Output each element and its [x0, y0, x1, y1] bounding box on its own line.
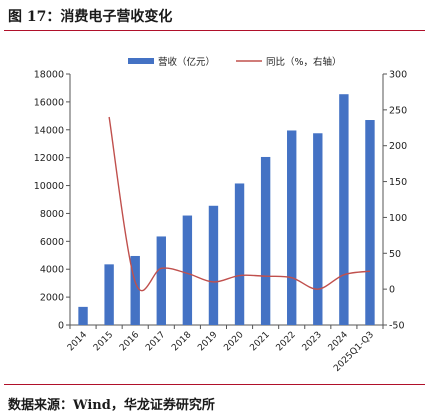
- revenue-bar: [104, 264, 114, 325]
- legend-label-revenue: 营收（亿元）: [158, 56, 215, 68]
- x-tick-label: 2023: [301, 330, 324, 353]
- y-right-tick-label: -50: [389, 321, 405, 332]
- x-tick-label: 2022: [275, 330, 298, 353]
- y-right-tick-label: 150: [389, 177, 407, 188]
- x-tick-label: 2017: [144, 330, 167, 353]
- top-rule: [4, 30, 425, 31]
- revenue-bar: [234, 183, 245, 325]
- x-tick-label: 2015: [92, 330, 115, 353]
- chart-legend: 营收（亿元） 同比（%，右轴）: [128, 56, 342, 68]
- y-right-tick-label: 250: [389, 105, 407, 116]
- yoy-line: [108, 116, 371, 292]
- x-tick-label: 2020: [222, 330, 245, 353]
- y-left-tick-label: 14000: [34, 125, 64, 136]
- x-tick-label: 2016: [118, 330, 141, 353]
- y-right-tick-label: 0: [389, 285, 395, 296]
- legend-swatch-revenue: [128, 58, 154, 64]
- revenue-bar: [182, 215, 193, 325]
- source-note: 数据来源：Wind，华龙证券研究所: [8, 398, 215, 413]
- chart-axes: 0200040006000800010000120001400016000180…: [34, 70, 407, 374]
- x-tick-label: 2018: [170, 330, 193, 353]
- legend-label-yoy: 同比（%，右轴）: [266, 56, 342, 68]
- revenue-bar: [260, 156, 271, 325]
- y-right-tick-label: 100: [389, 213, 407, 224]
- y-left-tick-label: 18000: [34, 70, 64, 81]
- figure-title: 图 17：消费电子营收变化: [8, 9, 173, 25]
- revenue-bars: [78, 94, 375, 326]
- yoy-line-series: [108, 116, 371, 292]
- y-left-tick-label: 4000: [40, 265, 64, 276]
- y-left-tick-label: 12000: [34, 153, 64, 164]
- x-tick-label: 2014: [66, 330, 89, 353]
- y-left-tick-label: 6000: [40, 237, 64, 248]
- y-right-tick-label: 200: [389, 141, 407, 152]
- x-tick-label: 2024: [327, 330, 350, 353]
- y-left-tick-label: 0: [58, 321, 64, 332]
- x-tick-label: 2021: [248, 330, 271, 353]
- revenue-bar: [208, 205, 219, 325]
- y-right-tick-label: 300: [389, 70, 407, 81]
- y-left-tick-label: 10000: [34, 181, 64, 192]
- revenue-bar: [78, 306, 88, 325]
- revenue-bar: [130, 255, 140, 325]
- revenue-bar: [156, 236, 166, 325]
- x-tick-label: 2019: [196, 330, 219, 353]
- revenue-bar: [339, 94, 349, 325]
- y-right-tick-label: 50: [389, 249, 401, 260]
- y-left-tick-label: 16000: [34, 97, 64, 108]
- revenue-bar: [365, 120, 375, 326]
- bottom-rule: [4, 384, 425, 385]
- revenue-bar: [313, 133, 323, 325]
- y-left-tick-label: 2000: [40, 293, 64, 304]
- y-left-tick-label: 8000: [40, 209, 64, 220]
- revenue-bar: [287, 130, 297, 325]
